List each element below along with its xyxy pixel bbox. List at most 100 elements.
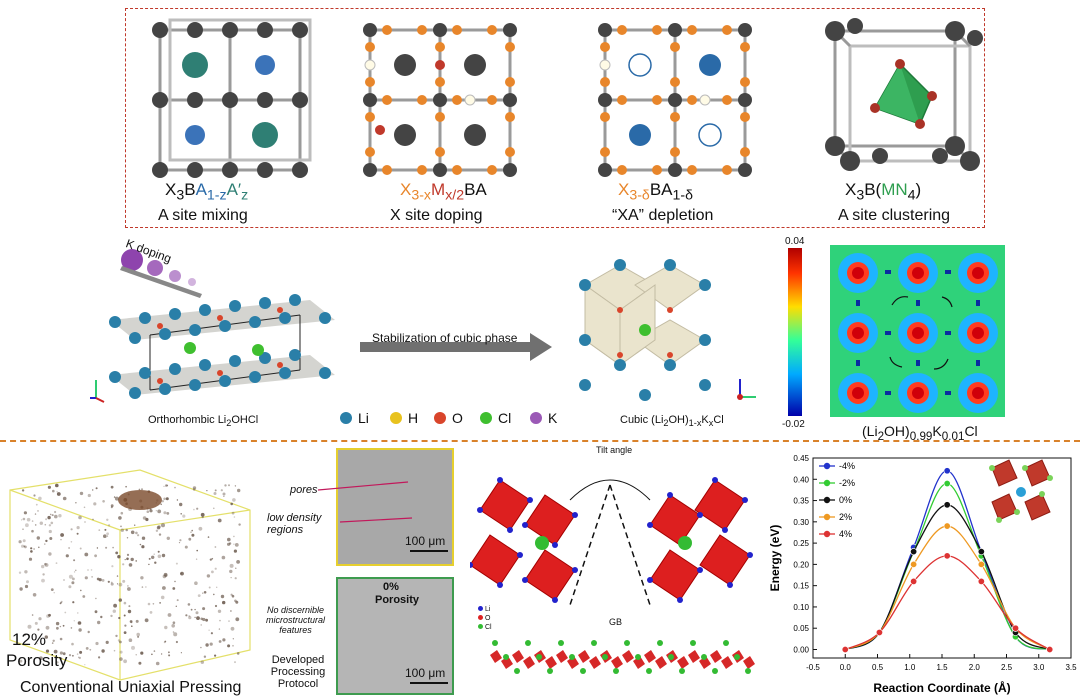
pore-dot	[174, 580, 176, 583]
pore-dot	[34, 513, 37, 515]
tomography-volume	[9, 469, 251, 681]
pore-dot	[71, 581, 75, 585]
gb-cl-swatch	[478, 624, 483, 629]
pore-dot	[219, 619, 221, 622]
top-panel-frame	[125, 8, 985, 228]
pore-dot	[117, 639, 121, 642]
pore-dot	[233, 535, 235, 538]
pore-dot	[47, 485, 52, 489]
pore-dot	[128, 605, 131, 608]
pore-dot	[62, 652, 66, 656]
pore-dot	[179, 539, 182, 542]
pore-dot	[216, 586, 218, 588]
pore-pointers	[317, 481, 413, 523]
pore-dot	[56, 491, 58, 493]
pore-dot	[155, 529, 159, 532]
pore-dot	[213, 492, 217, 495]
pore-dot	[200, 512, 205, 517]
pore-dot	[163, 511, 167, 515]
legend-label: -4%	[839, 461, 855, 471]
pore-dot	[68, 547, 70, 549]
pore-dot	[213, 507, 215, 510]
pore-dot	[168, 651, 170, 654]
pore-dot	[87, 493, 91, 498]
series-point	[1046, 645, 1054, 653]
pore-dot	[230, 610, 232, 612]
pore-dot	[184, 545, 188, 549]
pore-dot	[34, 621, 38, 625]
pore-dot	[202, 617, 206, 622]
pore-dot	[19, 659, 23, 663]
gb-cl-atom	[712, 668, 718, 674]
pore-dot	[174, 486, 176, 489]
pore-dot	[196, 616, 200, 620]
pore-dot	[158, 533, 162, 536]
pore-dot	[191, 533, 195, 537]
pore-dot	[122, 563, 125, 566]
pore-dot	[206, 490, 208, 492]
pore-dot	[84, 552, 89, 557]
porosity-label: Porosity	[6, 651, 68, 670]
pore-dot	[176, 499, 179, 501]
pore-dot	[56, 661, 59, 664]
formula-xa-depletion: X3-δBA1-δ	[618, 180, 693, 204]
pore-dot	[231, 511, 235, 515]
gb-legend-cl: Cl	[478, 623, 492, 632]
series-point	[943, 522, 951, 530]
legend-marker	[823, 530, 831, 538]
pore-dot	[73, 571, 76, 573]
pore-dot	[136, 632, 140, 637]
pore-dot	[38, 496, 42, 501]
pore-dot	[24, 584, 29, 589]
pore-dot	[190, 608, 193, 611]
cubic-axes	[737, 379, 756, 400]
section-divider	[0, 440, 1080, 442]
pore-dot	[20, 519, 23, 521]
pore-dot	[208, 586, 211, 589]
pore-dot	[62, 496, 67, 501]
x-tick-label: -0.5	[806, 663, 820, 672]
pore-dot	[22, 517, 26, 521]
pore-dot	[87, 569, 89, 571]
pore-dot	[160, 503, 162, 506]
gb-octahedron	[556, 650, 568, 663]
pore-dot	[76, 526, 80, 530]
gb-octahedron	[677, 656, 689, 669]
series-point	[943, 501, 951, 509]
pore-dot	[163, 497, 166, 501]
gb-cl-atom	[503, 654, 509, 660]
gb-cl-atom	[734, 654, 740, 660]
gb-legend-li: Li	[478, 605, 492, 614]
scale-line-top	[410, 550, 448, 552]
zero-porosity-label: Porosity	[375, 594, 420, 606]
pore-dot	[125, 485, 127, 488]
pore-dot	[48, 524, 52, 527]
density-spot	[958, 373, 998, 413]
pore-dot	[200, 646, 202, 649]
pore-dot	[122, 579, 126, 583]
pore-dot	[165, 484, 168, 487]
pore-dot	[193, 508, 195, 511]
pore-dot	[59, 625, 62, 628]
pore-dot	[139, 543, 142, 546]
pore-dot	[79, 547, 82, 550]
pore-dot	[98, 578, 102, 582]
density-spot	[898, 373, 938, 413]
pore-dot	[75, 502, 77, 504]
pore-dot	[157, 525, 161, 529]
pore-dot	[234, 485, 237, 487]
energy-chart: -0.5 0.0 0.5 1.0 1.5 2.0 2.5 3.0 3.5 0.00 0.05 0.10…	[768, 454, 1077, 695]
pore-dot	[233, 516, 236, 518]
pore-dot	[162, 586, 166, 590]
pore-dot	[191, 529, 193, 532]
pore-dot	[51, 514, 54, 517]
pore-dot	[190, 531, 192, 533]
scale-line-bottom	[410, 682, 448, 684]
pore-dot	[72, 601, 75, 604]
pore-dot	[50, 588, 54, 591]
legend-marker	[823, 462, 831, 470]
pore-dot	[127, 585, 129, 587]
pore-dot	[160, 595, 165, 600]
pore-dot	[101, 579, 105, 582]
pore-dot	[147, 602, 151, 606]
